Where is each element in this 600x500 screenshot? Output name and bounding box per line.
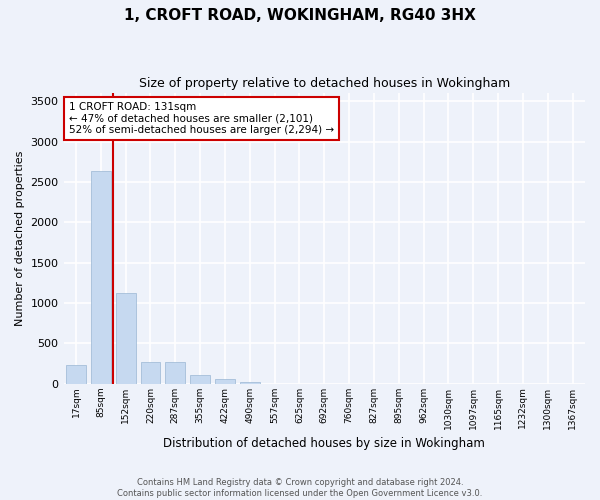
Text: 1, CROFT ROAD, WOKINGHAM, RG40 3HX: 1, CROFT ROAD, WOKINGHAM, RG40 3HX (124, 8, 476, 22)
Bar (190, 376, 210, 384)
Bar (240, 382, 260, 384)
Text: Contains HM Land Registry data © Crown copyright and database right 2024.
Contai: Contains HM Land Registry data © Crown c… (118, 478, 482, 498)
Bar (91, 170, 111, 384)
Bar (140, 362, 160, 384)
Text: 1 CROFT ROAD: 131sqm
← 47% of detached houses are smaller (2,101)
52% of semi-de: 1 CROFT ROAD: 131sqm ← 47% of detached h… (69, 102, 334, 135)
Bar (116, 292, 136, 384)
X-axis label: Distribution of detached houses by size in Wokingham: Distribution of detached houses by size … (163, 437, 485, 450)
Y-axis label: Number of detached properties: Number of detached properties (15, 150, 25, 326)
Bar (166, 362, 185, 384)
Bar (66, 365, 86, 384)
Title: Size of property relative to detached houses in Wokingham: Size of property relative to detached ho… (139, 78, 510, 90)
Bar (215, 380, 235, 384)
